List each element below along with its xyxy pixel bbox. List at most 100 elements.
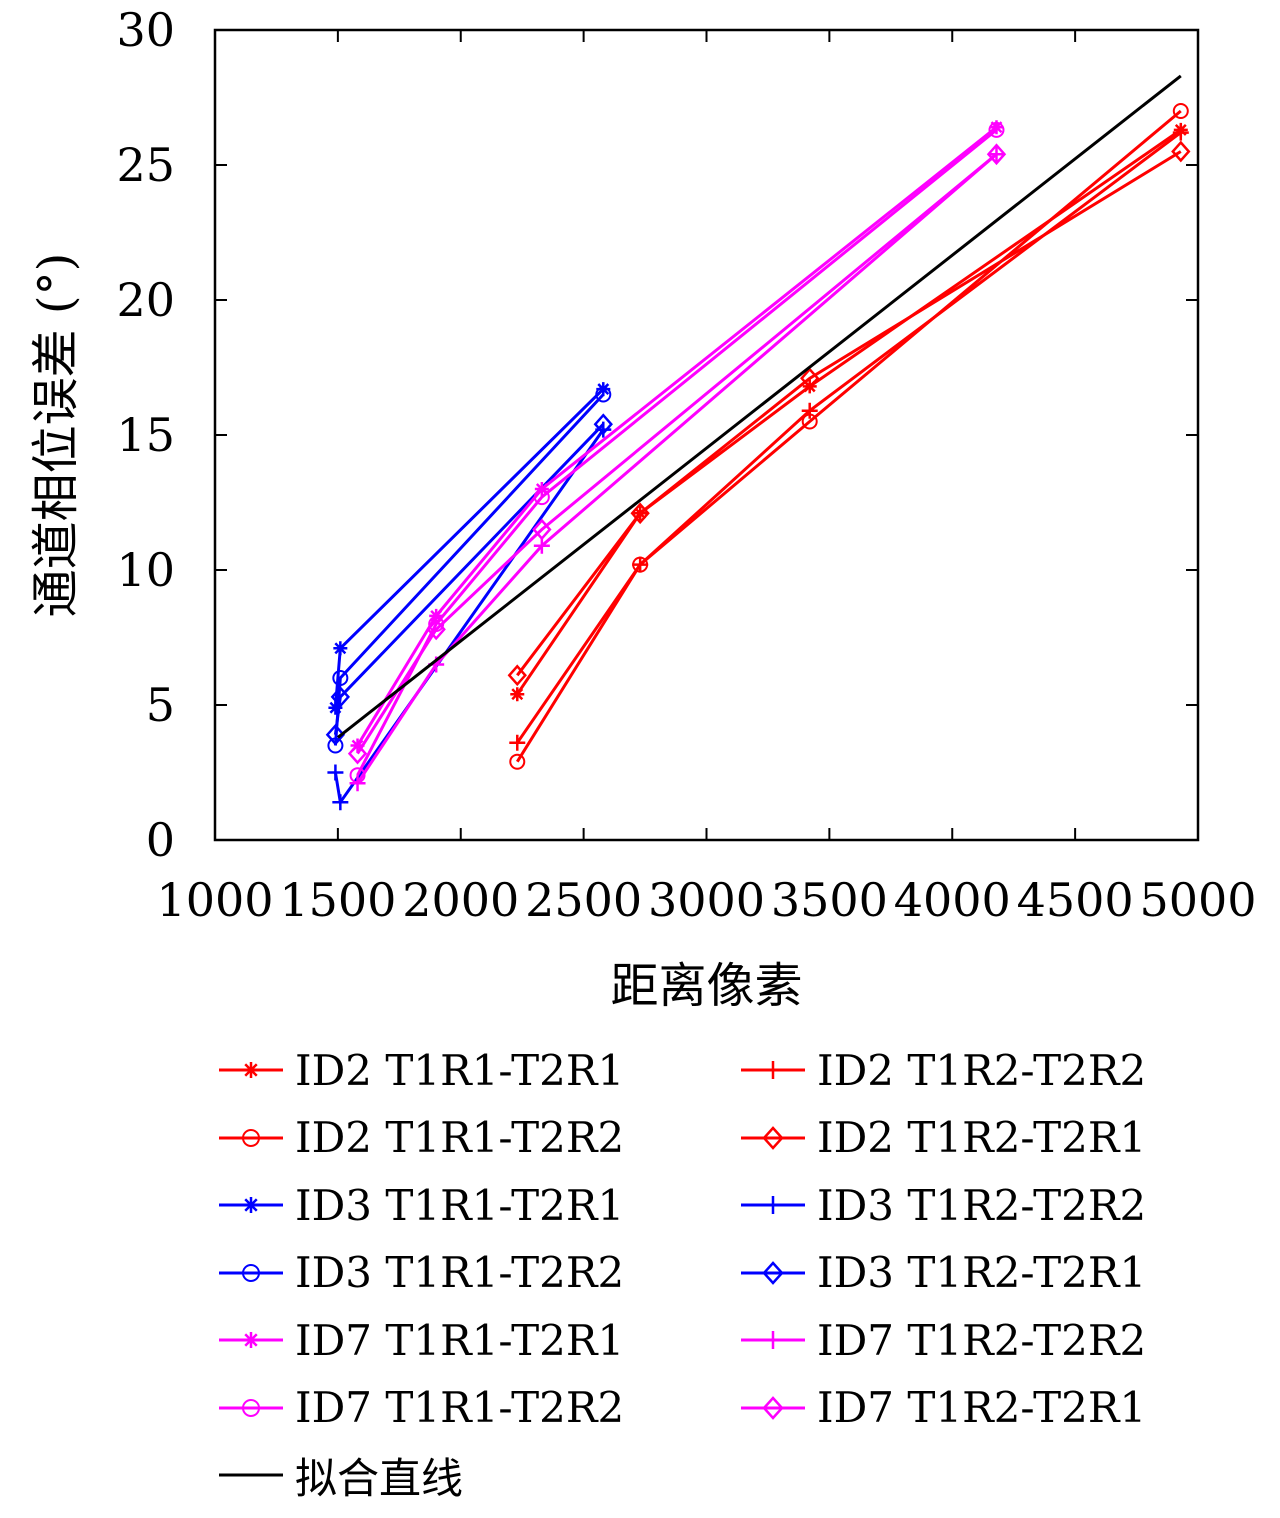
marker-diamond: [507, 664, 527, 687]
marker-diamond: [762, 1395, 784, 1420]
marker-asterisk: [429, 608, 444, 623]
series-line: [333, 393, 605, 746]
legend-item: ID7 T1R1-T2R2: [215, 1378, 624, 1438]
marker-circle: [327, 737, 344, 754]
series-line: [356, 153, 998, 755]
series-4: [328, 382, 611, 715]
series-line: [516, 150, 1182, 677]
legend-item: ID7 T1R2-T2R2: [737, 1310, 1146, 1370]
marker-asterisk: [510, 687, 525, 702]
marker-diamond: [532, 518, 552, 541]
legend-label: ID2 T1R2-T2R1: [817, 1113, 1147, 1162]
marker-plus: [764, 1196, 782, 1214]
y-tick-label: 0: [146, 813, 175, 867]
marker-plus: [327, 764, 344, 781]
series-line: [516, 128, 1182, 696]
legend-label: ID2 T1R1-T2R1: [295, 1045, 625, 1095]
x-tick-label: 1000: [156, 873, 273, 927]
marker-diamond: [426, 618, 446, 641]
marker-diamond: [762, 1125, 784, 1150]
marker-diamond: [800, 367, 820, 390]
legend-item: ID2 T1R2-T2R2: [737, 1040, 1146, 1100]
series-line: [356, 128, 998, 776]
marker-diamond: [325, 723, 346, 746]
y-tick-label: 10: [116, 543, 175, 597]
marker-diamond: [593, 413, 613, 436]
marker-circle: [988, 121, 1005, 138]
series-line: [333, 423, 605, 735]
legend-item: ID2 T1R1-T2R2: [215, 1108, 624, 1168]
x-tick-label: 4500: [1017, 873, 1134, 927]
legend-item: ID7 T1R1-T2R1: [215, 1310, 624, 1370]
legend-item: ID3 T1R1-T2R1: [215, 1175, 624, 1235]
marker-asterisk: [534, 482, 549, 496]
marker-circle: [801, 413, 818, 430]
marker-plus: [801, 402, 818, 419]
marker-diamond: [1171, 140, 1191, 163]
marker-asterisk: [243, 1062, 259, 1078]
series-12: [336, 74, 1182, 739]
series-10: [349, 121, 1005, 784]
legend-item: ID3 T1R1-T2R2: [215, 1243, 624, 1303]
marker-plus: [509, 734, 526, 751]
y-tick-label: 25: [116, 138, 175, 192]
series-6: [327, 386, 612, 754]
series-9: [349, 146, 1005, 792]
legend-label: ID2 T1R2-T2R2: [817, 1045, 1147, 1095]
marker-asterisk: [989, 120, 1004, 135]
marker-asterisk: [333, 641, 348, 656]
marker-circle: [349, 767, 366, 784]
legend-symbol: [219, 1473, 283, 1477]
legend-label: ID3 T1R1-T2R1: [295, 1180, 625, 1230]
legend-symbol: [219, 1332, 283, 1348]
legend-label: ID7 T1R1-T2R1: [295, 1315, 625, 1365]
legend-item: ID3 T1R2-T2R2: [737, 1175, 1146, 1235]
x-tick-label: 3500: [771, 873, 888, 927]
legend-label: ID3 T1R2-T2R1: [817, 1248, 1147, 1297]
legend-symbol: [219, 1263, 283, 1282]
legend-symbol: [219, 1197, 283, 1213]
legend-label: ID7 T1R1-T2R2: [295, 1383, 625, 1432]
legend-item: ID2 T1R1-T2R1: [215, 1040, 624, 1100]
marker-plus: [1172, 124, 1189, 141]
y-axis-label: 通道相位误差 (°): [28, 253, 84, 618]
marker-plus: [332, 794, 349, 811]
marker-asterisk: [328, 700, 343, 715]
marker-circle: [533, 489, 550, 506]
marker-circle: [242, 1263, 260, 1282]
legend-symbol: [741, 1331, 805, 1349]
series-line: [356, 153, 998, 785]
x-tick-label: 2500: [525, 873, 642, 927]
legend-label: ID3 T1R1-T2R2: [295, 1248, 625, 1297]
legend-symbol: [741, 1125, 805, 1150]
marker-plus: [764, 1331, 782, 1349]
legend-symbol: [219, 1398, 283, 1417]
marker-circle: [242, 1398, 260, 1417]
marker-asterisk: [243, 1332, 259, 1348]
legend-label: 拟合直线: [295, 1453, 464, 1503]
legend-symbol: [741, 1395, 805, 1420]
legend-item: 拟合直线: [215, 1445, 463, 1505]
legend-symbol: [741, 1196, 805, 1214]
marker-plus: [764, 1061, 782, 1079]
chart-legend: ID2 T1R1-T2R1 ID2 T1R2-T2R2 ID2 T1R1-T2R2 I…: [215, 1040, 1275, 1510]
series-line: [356, 126, 998, 747]
x-tick-label: 2000: [402, 873, 519, 927]
marker-diamond: [762, 1260, 784, 1285]
chart-plot: 1000 1500 2000 2500 3000 3500 4000 4500 5000 0 5 10…: [28, 3, 1257, 1014]
marker-circle: [595, 386, 612, 403]
x-axis-label: 距离像素: [610, 958, 802, 1014]
marker-asterisk: [596, 382, 611, 397]
y-tick-label: 5: [146, 678, 175, 732]
series-8: [350, 120, 1004, 753]
marker-diamond: [986, 143, 1007, 166]
legend-item: ID2 T1R2-T2R1: [737, 1108, 1146, 1168]
legend-item: ID7 T1R2-T2R1: [737, 1378, 1146, 1438]
x-tick-label: 5000: [1139, 873, 1256, 927]
marker-circle: [632, 556, 649, 573]
x-tick-label: 3000: [648, 873, 765, 927]
series-11: [347, 143, 1007, 765]
marker-circle: [1172, 103, 1189, 119]
series-line: [336, 74, 1182, 739]
marker-asterisk: [243, 1197, 259, 1213]
